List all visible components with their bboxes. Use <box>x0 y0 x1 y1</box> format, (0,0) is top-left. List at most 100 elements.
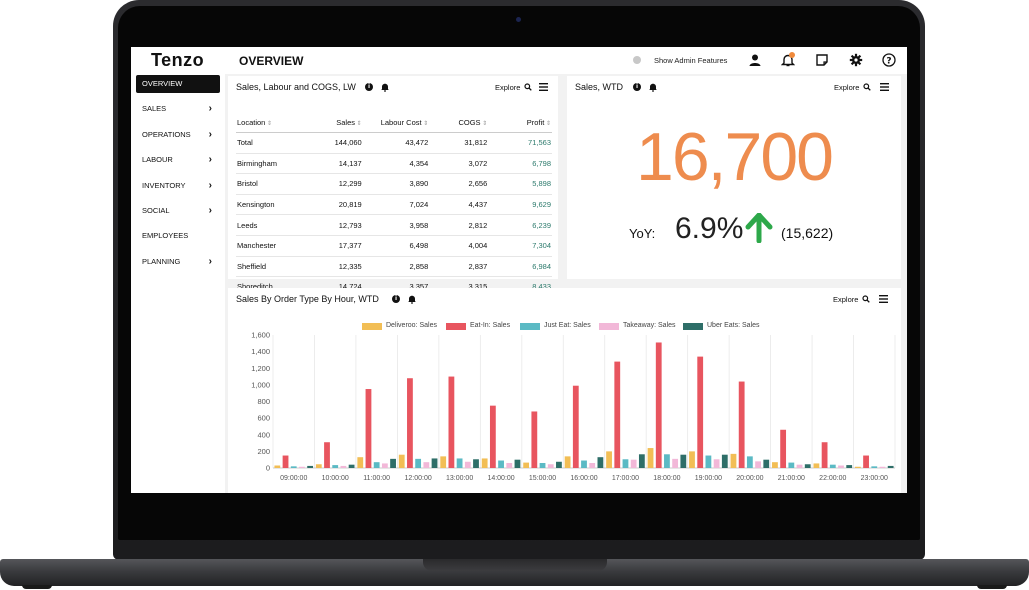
sidebar-item-inventory[interactable]: INVENTORY › <box>136 177 220 195</box>
admin-features-toggle[interactable] <box>633 56 641 64</box>
hamburger-menu-icon[interactable] <box>880 83 889 91</box>
sort-icon[interactable]: ⇕ <box>480 120 488 127</box>
bar-deliveroo-sales[interactable] <box>315 464 322 468</box>
bar-eat-in-sales[interactable] <box>282 455 289 468</box>
legend-swatch[interactable] <box>446 323 466 330</box>
notes-icon[interactable] <box>815 53 829 67</box>
bar-uber-eats-sales[interactable] <box>348 464 355 468</box>
sort-icon[interactable]: ⇕ <box>355 120 362 127</box>
bar-eat-in-sales[interactable] <box>572 385 579 468</box>
bar-just-eat-sales[interactable] <box>581 460 587 468</box>
sidebar-item-social[interactable]: SOCIAL › <box>136 202 220 220</box>
app-logo[interactable]: Tenzo <box>151 50 205 70</box>
sort-icon[interactable]: ⇕ <box>265 120 273 127</box>
bar-takeaway-sales[interactable] <box>838 465 844 468</box>
bar-deliveroo-sales[interactable] <box>647 448 654 468</box>
bar-takeaway-sales[interactable] <box>713 459 720 468</box>
info-icon[interactable]: i <box>392 295 400 303</box>
bar-eat-in-sales[interactable] <box>614 361 621 468</box>
bar-uber-eats-sales[interactable] <box>556 461 562 468</box>
bar-deliveroo-sales[interactable] <box>854 466 861 468</box>
hamburger-menu-icon[interactable] <box>879 295 888 303</box>
bar-uber-eats-sales[interactable] <box>721 454 728 468</box>
sidebar-item-labour[interactable]: LABOUR › <box>136 151 220 169</box>
bar-takeaway-sales[interactable] <box>464 461 471 468</box>
bar-just-eat-sales[interactable] <box>829 464 836 468</box>
alert-bell-icon[interactable] <box>407 294 417 304</box>
bar-takeaway-sales[interactable] <box>299 466 305 468</box>
bar-just-eat-sales[interactable] <box>622 459 629 468</box>
bar-uber-eats-sales[interactable] <box>307 465 314 468</box>
legend-swatch[interactable] <box>683 323 703 330</box>
column-header[interactable]: Location ⇕ <box>236 112 307 133</box>
bar-takeaway-sales[interactable] <box>423 462 430 468</box>
sidebar-item-overview[interactable]: OVERVIEW <box>136 75 220 93</box>
bar-uber-eats-sales[interactable] <box>390 458 396 468</box>
bar-takeaway-sales[interactable] <box>630 459 637 468</box>
alert-bell-icon[interactable] <box>380 82 390 92</box>
bar-eat-in-sales[interactable] <box>407 378 413 468</box>
info-icon[interactable]: i <box>365 83 373 91</box>
bar-deliveroo-sales[interactable] <box>730 453 737 468</box>
bar-eat-in-sales[interactable] <box>821 442 828 468</box>
bar-just-eat-sales[interactable] <box>290 466 297 468</box>
legend-label[interactable]: Uber Eats: Sales <box>707 322 760 329</box>
bar-eat-in-sales[interactable] <box>531 411 538 468</box>
sort-icon[interactable]: ⇕ <box>421 120 429 127</box>
bar-deliveroo-sales[interactable] <box>274 465 281 468</box>
bar-takeaway-sales[interactable] <box>340 465 347 468</box>
bar-just-eat-sales[interactable] <box>788 462 795 468</box>
info-icon[interactable]: i <box>633 83 641 91</box>
column-header[interactable]: Sales ⇕ <box>306 112 363 133</box>
bar-eat-in-sales[interactable] <box>365 389 372 468</box>
bar-takeaway-sales[interactable] <box>755 461 761 468</box>
legend-label[interactable]: Eat-In: Sales <box>470 322 511 329</box>
legend-swatch[interactable] <box>362 323 382 330</box>
bar-uber-eats-sales[interactable] <box>431 458 438 468</box>
column-header[interactable]: Profit ⇕ <box>488 112 552 133</box>
bar-eat-in-sales[interactable] <box>738 381 745 468</box>
hamburger-menu-icon[interactable] <box>539 83 548 91</box>
bar-just-eat-sales[interactable] <box>705 455 712 468</box>
bar-eat-in-sales[interactable] <box>697 356 704 468</box>
bar-just-eat-sales[interactable] <box>373 462 380 468</box>
explore-link[interactable]: Explore <box>834 83 860 92</box>
user-icon[interactable] <box>748 53 762 67</box>
notification-bell-icon[interactable] <box>781 53 795 67</box>
bar-deliveroo-sales[interactable] <box>813 463 820 468</box>
legend-swatch[interactable] <box>520 323 540 330</box>
bar-uber-eats-sales[interactable] <box>514 459 521 468</box>
bar-uber-eats-sales[interactable] <box>680 454 687 468</box>
bar-deliveroo-sales[interactable] <box>606 451 612 468</box>
legend-label[interactable]: Just Eat: Sales <box>544 322 591 329</box>
bar-uber-eats-sales[interactable] <box>804 464 811 468</box>
column-header[interactable]: COGS ⇕ <box>429 112 489 133</box>
sort-icon[interactable]: ⇕ <box>544 120 551 127</box>
admin-features-label[interactable]: Show Admin Features <box>654 56 728 65</box>
bar-just-eat-sales[interactable] <box>539 463 546 468</box>
bar-just-eat-sales[interactable] <box>498 460 504 468</box>
legend-label[interactable]: Takeaway: Sales <box>623 322 676 329</box>
bar-deliveroo-sales[interactable] <box>357 457 364 468</box>
bar-takeaway-sales[interactable] <box>672 458 679 468</box>
bar-deliveroo-sales[interactable] <box>564 456 571 468</box>
sidebar-item-employees[interactable]: EMPLOYEES <box>136 227 220 245</box>
column-header[interactable]: Labour Cost ⇕ <box>362 112 430 133</box>
bar-uber-eats-sales[interactable] <box>638 454 645 468</box>
bar-eat-in-sales[interactable] <box>863 455 869 468</box>
bar-just-eat-sales[interactable] <box>871 466 878 468</box>
bar-takeaway-sales[interactable] <box>796 464 803 468</box>
bar-deliveroo-sales[interactable] <box>689 451 695 468</box>
bar-deliveroo-sales[interactable] <box>481 458 488 468</box>
bar-just-eat-sales[interactable] <box>746 456 753 468</box>
bar-eat-in-sales[interactable] <box>655 342 662 468</box>
bar-uber-eats-sales[interactable] <box>846 465 853 468</box>
bar-takeaway-sales[interactable] <box>879 466 886 468</box>
help-icon[interactable]: ? <box>882 53 896 67</box>
sidebar-item-planning[interactable]: PLANNING › <box>136 253 220 271</box>
bar-eat-in-sales[interactable] <box>448 376 455 468</box>
bar-eat-in-sales[interactable] <box>324 442 330 468</box>
bar-just-eat-sales[interactable] <box>664 454 670 468</box>
bar-just-eat-sales[interactable] <box>332 465 339 468</box>
explore-link[interactable]: Explore <box>495 83 521 92</box>
